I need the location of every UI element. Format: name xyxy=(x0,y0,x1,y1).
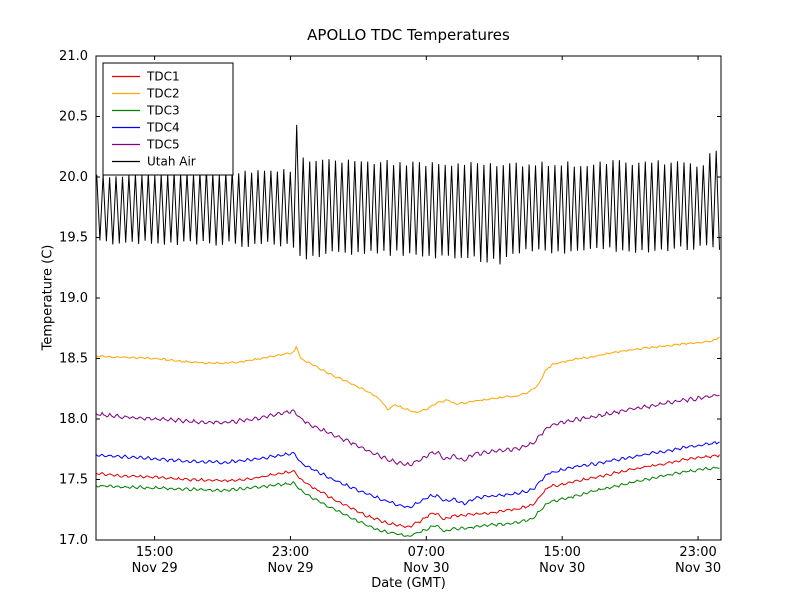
legend-label: TDC1 xyxy=(146,70,180,84)
x-tick-label-time: 23:00 xyxy=(272,545,309,560)
series-line-tdc5 xyxy=(96,394,720,467)
series-line-tdc2 xyxy=(96,336,720,414)
y-tick-label: 17.0 xyxy=(59,533,88,548)
y-tick-label: 20.5 xyxy=(59,110,88,125)
y-tick-label: 18.0 xyxy=(59,412,88,427)
x-axis-label: Date (GMT) xyxy=(371,576,446,591)
y-tick-label: 17.5 xyxy=(59,473,88,488)
x-tick-label-date: Nov 30 xyxy=(539,561,585,576)
series-line-utah-air xyxy=(96,124,720,265)
x-tick-label-date: Nov 30 xyxy=(675,561,721,576)
legend-label: TDC3 xyxy=(146,104,180,118)
legend-label: Utah Air xyxy=(147,155,196,169)
x-tick-label-time: 15:00 xyxy=(543,545,580,560)
legend-label: TDC5 xyxy=(146,138,180,152)
y-tick-label: 19.0 xyxy=(59,291,88,306)
y-tick-label: 19.5 xyxy=(59,231,88,246)
x-tick-label-time: 15:00 xyxy=(136,545,173,560)
legend-box xyxy=(102,62,234,176)
series-line-tdc3 xyxy=(96,466,720,537)
x-tick-label-time: 07:00 xyxy=(408,545,445,560)
x-tick-label-time: 23:00 xyxy=(679,545,716,560)
y-tick-label: 20.0 xyxy=(59,170,88,185)
series-line-tdc1 xyxy=(96,454,721,529)
y-tick-label: 21.0 xyxy=(59,49,88,64)
legend-label: TDC2 xyxy=(146,87,180,101)
chart-title: APOLLO TDC Temperatures xyxy=(307,26,510,44)
series-line-tdc4 xyxy=(96,441,720,509)
y-axis-label: Temperature (C) xyxy=(40,244,56,351)
legend-label: TDC4 xyxy=(146,121,180,135)
x-tick-label-date: Nov 29 xyxy=(132,561,178,576)
x-tick-label-date: Nov 29 xyxy=(267,561,313,576)
x-tick-label-date: Nov 30 xyxy=(403,561,449,576)
y-tick-label: 18.5 xyxy=(59,352,88,367)
